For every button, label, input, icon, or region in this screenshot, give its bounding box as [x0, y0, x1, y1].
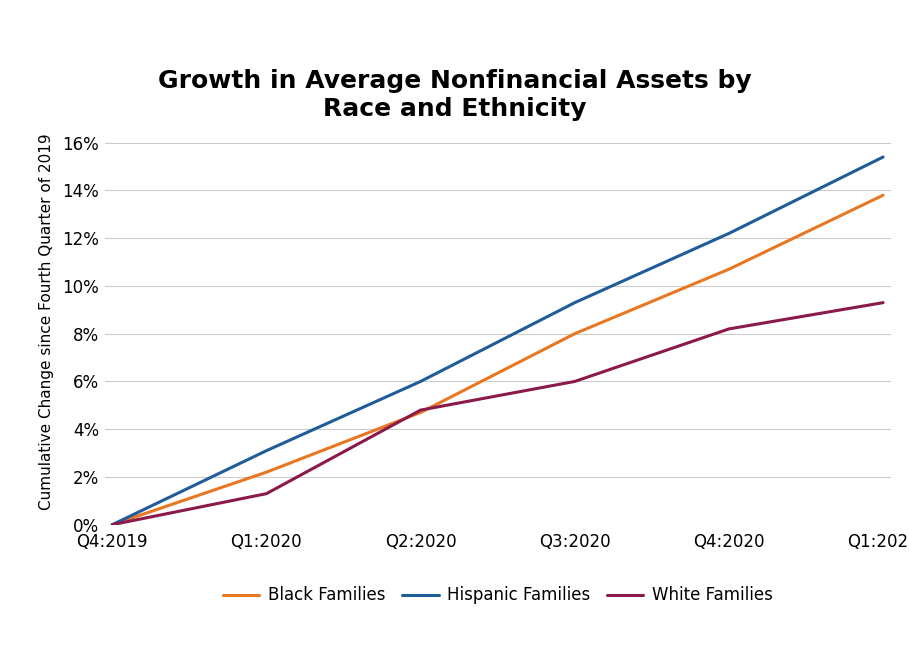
- White Families: [724, 325, 734, 333]
- Black Families: [724, 265, 734, 273]
- Text: of: of: [160, 630, 176, 643]
- Hispanic Families: [415, 378, 426, 385]
- Hispanic Families: [724, 230, 734, 238]
- Text: Growth in Average Nonfinancial Assets by
Race and Ethnicity: Growth in Average Nonfinancial Assets by…: [157, 69, 752, 121]
- Black Families: [878, 191, 889, 199]
- White Families: [878, 299, 889, 307]
- White Families: [415, 406, 426, 414]
- Text: St. Louis: St. Louis: [176, 630, 233, 643]
- Text: Federal Reserve Bank: Federal Reserve Bank: [11, 630, 160, 643]
- Text: of: of: [0, 659, 1, 660]
- Black Families: [261, 468, 272, 476]
- White Families: [261, 490, 272, 498]
- White Families: [106, 521, 117, 529]
- Line: Black Families: Black Families: [112, 195, 884, 525]
- Hispanic Families: [878, 153, 889, 161]
- White Families: [569, 378, 580, 385]
- Hispanic Families: [106, 521, 117, 529]
- Text: Federal Reserve Bank: Federal Reserve Bank: [0, 659, 1, 660]
- Black Families: [106, 521, 117, 529]
- Hispanic Families: [261, 447, 272, 455]
- Legend: Black Families, Hispanic Families, White Families: Black Families, Hispanic Families, White…: [216, 579, 779, 611]
- Black Families: [569, 330, 580, 338]
- Line: Hispanic Families: Hispanic Families: [112, 157, 884, 525]
- Black Families: [415, 409, 426, 416]
- Line: White Families: White Families: [112, 303, 884, 525]
- Hispanic Families: [569, 299, 580, 307]
- Y-axis label: Cumulative Change since Fourth Quarter of 2019: Cumulative Change since Fourth Quarter o…: [39, 133, 54, 510]
